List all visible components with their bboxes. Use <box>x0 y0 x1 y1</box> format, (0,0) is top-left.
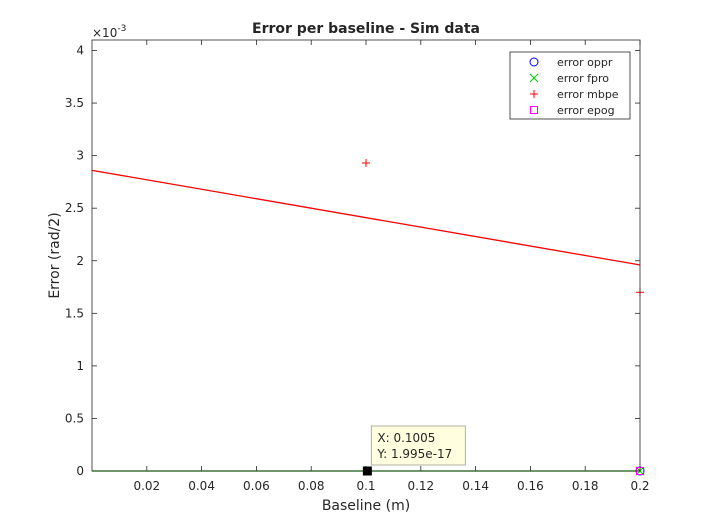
data-tip-x: X: 0.1005 <box>377 431 435 445</box>
y-exponent-base: ×10 <box>92 26 117 40</box>
y-tick-label: 4 <box>76 44 84 58</box>
x-tick-label: 0.16 <box>517 479 544 493</box>
legend-marker <box>530 106 538 114</box>
y-tick-label: 3.5 <box>65 96 84 110</box>
x-tick-label: 0.12 <box>407 479 434 493</box>
y-tick-label: 2.5 <box>65 201 84 215</box>
y-tick-label: 1 <box>76 359 84 373</box>
y-tick-label: 1.5 <box>65 306 84 320</box>
chart-title: Error per baseline - Sim data <box>252 21 480 37</box>
y-axis-exponent: ×10-3 <box>92 24 126 40</box>
y-tick-label: 0.5 <box>65 411 84 425</box>
x-axis-label: Baseline (m) <box>322 498 410 514</box>
x-tick-label: 0.18 <box>572 479 599 493</box>
y-axis-label: Error (rad/2) <box>47 212 63 298</box>
y-tick-label: 2 <box>76 254 84 268</box>
legend-label: error mbpe <box>557 88 619 101</box>
legend-label: error epog <box>557 104 615 117</box>
y-tick-label: 0 <box>76 464 84 478</box>
data-tip-box <box>370 425 466 466</box>
data-tip-marker[interactable] <box>362 466 372 476</box>
legend-label: error fpro <box>557 72 609 85</box>
axis-ticks: 0.02 0.04 0.06 0.08 0.1 0.12 0.14 0.16 0.18 0.2 0 0… <box>65 40 650 493</box>
legend-marker <box>529 57 539 67</box>
series-line <box>91 169 641 266</box>
x-tick-label: 0.08 <box>298 479 325 493</box>
x-tick-label: 0.04 <box>188 479 215 493</box>
legend: error oppr error fpro error mbpe error epog <box>509 51 631 120</box>
x-tick-label: 0.1 <box>356 479 375 493</box>
data-tip-y: Y: 1.995e-17 <box>376 447 452 461</box>
x-tick-label: 0.2 <box>630 479 649 493</box>
legend-label: error oppr <box>557 56 613 69</box>
data-tip[interactable]: X: 0.1005 Y: 1.995e-17 <box>362 425 466 476</box>
y-tick-label: 3 <box>76 149 84 163</box>
legend-marker-stroke <box>529 73 539 83</box>
legend-marker <box>529 73 539 83</box>
y-exponent-power: -3 <box>117 24 126 34</box>
legend-items: error oppr error fpro error mbpe error epog <box>529 56 619 117</box>
x-tick-label: 0.14 <box>462 479 489 493</box>
x-tick-label: 0.06 <box>243 479 270 493</box>
legend-marker <box>530 90 538 98</box>
x-tick-label: 0.02 <box>133 479 160 493</box>
data-point <box>362 158 370 167</box>
